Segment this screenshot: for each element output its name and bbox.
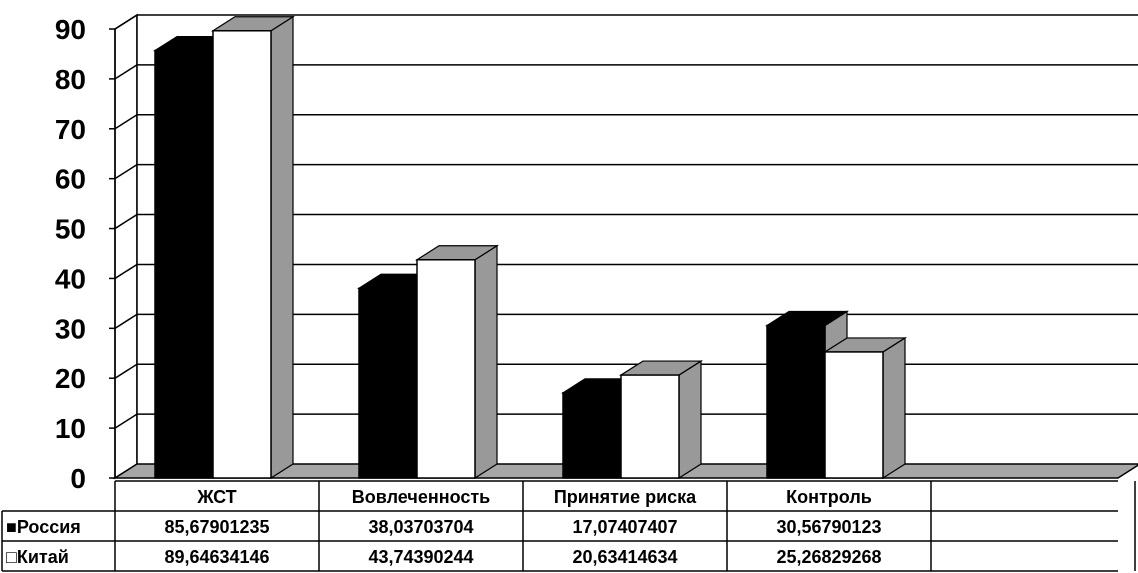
bar-front-face (562, 392, 622, 479)
bar-side-face (678, 359, 702, 480)
y-axis-tick-labels: 0 10 20 30 40 50 60 70 80 90 (55, 14, 86, 494)
data-label: 17,07407407 (572, 517, 677, 537)
bar-Китай-ЖСТ (210, 15, 296, 480)
legend-entry: ■Россия (6, 517, 81, 537)
gridline-80 (114, 64, 1138, 80)
bar-front-face (766, 324, 826, 479)
bar-front-face (212, 30, 272, 479)
bar-front-face (620, 374, 680, 479)
gridline-50 (114, 213, 1138, 230)
data-table: ЖСТ Вовлеченность Принятие риска Контроль ■Р… (1, 480, 1136, 572)
legend-marker: ■ (6, 517, 17, 537)
y-tick-label: 30 (55, 313, 86, 344)
y-tick-label: 90 (55, 14, 86, 45)
y-tick-label: 0 (70, 463, 86, 494)
bar-side-face (882, 336, 906, 480)
data-label: 38,03703704 (368, 517, 473, 537)
legend-label: Китай (17, 547, 69, 567)
bar-Китай-Принятие риска (618, 359, 704, 480)
bar-front-face (416, 259, 476, 479)
legend-entry: □Китай (6, 547, 69, 567)
bar-Китай-Контроль (822, 336, 908, 480)
bar-Китай-Вовлеченность (414, 244, 500, 480)
legend-marker: □ (6, 547, 17, 567)
y-tick-label: 80 (55, 64, 86, 95)
gridline-90 (114, 14, 1138, 30)
gridline-40 (114, 263, 1138, 280)
bar-front-face (154, 49, 214, 479)
y-tick-label: 20 (55, 363, 86, 394)
legend-label: Россия (17, 517, 81, 537)
data-label: 30,56790123 (776, 517, 881, 537)
bars (152, 15, 908, 480)
x-tick-label: Контроль (786, 487, 872, 507)
y-tick-label: 60 (55, 164, 86, 195)
gridline-70 (114, 114, 1138, 130)
x-tick-label: Принятие риска (554, 487, 697, 507)
y-tick-label: 70 (55, 114, 86, 145)
x-tick-label: Вовлеченность (352, 487, 490, 507)
data-label: 25,26829268 (776, 547, 881, 567)
side-wall (114, 13, 138, 480)
data-label: 85,67901235 (164, 517, 269, 537)
data-label: 89,64634146 (164, 547, 269, 567)
bar-side-face (474, 244, 498, 480)
data-label: 43,74390244 (368, 547, 473, 567)
gridline-60 (114, 163, 1138, 180)
bar-side-face (270, 15, 294, 480)
data-label: 20,63414634 (572, 547, 677, 567)
y-tick-label: 10 (55, 413, 86, 444)
y-tick-label: 50 (55, 214, 86, 245)
y-tick-label: 40 (55, 263, 86, 294)
bar-front-face (358, 287, 418, 479)
bar-front-face (824, 351, 884, 479)
x-tick-label: ЖСТ (196, 487, 236, 507)
